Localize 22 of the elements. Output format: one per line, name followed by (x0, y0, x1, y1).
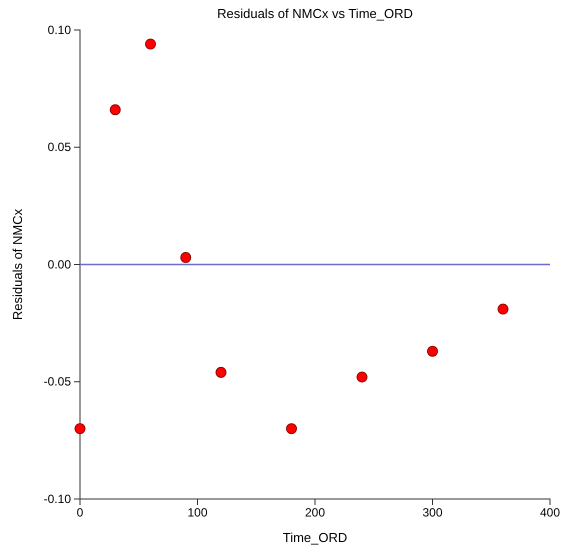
y-axis-title: Residuals of NMCx (10, 208, 25, 320)
x-tick-label: 100 (187, 506, 208, 520)
point (74, 423, 86, 434)
y-tick-label: 0.05 (48, 140, 72, 154)
point (180, 252, 192, 263)
x-tick-label: 400 (540, 506, 560, 520)
point (286, 423, 297, 434)
x-tick-label: 200 (304, 506, 326, 520)
point (356, 372, 368, 382)
point (216, 366, 226, 378)
y-tick-label: -0.05 (44, 374, 72, 389)
y-tick-label: 0.10 (48, 22, 72, 37)
point (427, 346, 438, 357)
y-tick-label: -0.10 (44, 492, 72, 506)
point (498, 304, 508, 314)
y-tick-label: 0.00 (48, 257, 72, 272)
chart-title: Residuals of NMCx vs Time_ORD (217, 6, 413, 21)
point (145, 38, 156, 50)
x-tick-label: 0 (76, 506, 84, 520)
x-axis-title: Time_ORD (282, 530, 348, 545)
x-tick-label: 300 (422, 506, 443, 520)
point (110, 104, 121, 116)
